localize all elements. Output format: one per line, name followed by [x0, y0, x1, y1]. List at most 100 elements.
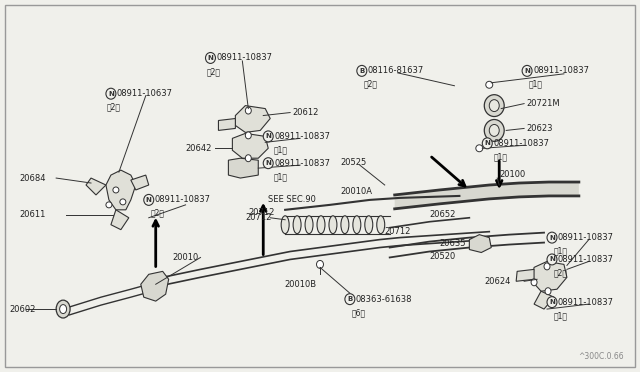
Ellipse shape	[365, 216, 372, 234]
Text: （1）: （1）	[554, 311, 568, 320]
Polygon shape	[111, 210, 129, 230]
Text: （1）: （1）	[529, 80, 543, 89]
Ellipse shape	[106, 88, 116, 99]
Ellipse shape	[353, 216, 361, 234]
Ellipse shape	[263, 131, 273, 142]
Ellipse shape	[544, 263, 550, 270]
Ellipse shape	[377, 216, 385, 234]
Ellipse shape	[484, 95, 504, 116]
Text: N: N	[524, 68, 530, 74]
Text: 08911-10837: 08911-10837	[558, 233, 614, 242]
Polygon shape	[141, 271, 169, 301]
Text: 08911-10837: 08911-10837	[558, 298, 614, 307]
Text: 20611: 20611	[19, 210, 45, 219]
Text: （1）: （1）	[273, 172, 287, 181]
Text: 20652: 20652	[429, 210, 456, 219]
Text: 08911-10837: 08911-10837	[558, 255, 614, 264]
Text: 08911-10837: 08911-10837	[533, 66, 589, 76]
Ellipse shape	[245, 132, 252, 139]
Ellipse shape	[281, 216, 289, 234]
Ellipse shape	[522, 65, 532, 76]
Ellipse shape	[329, 216, 337, 234]
Text: N: N	[549, 299, 555, 305]
Ellipse shape	[484, 119, 504, 141]
Polygon shape	[532, 262, 567, 291]
Text: （1）: （1）	[554, 247, 568, 256]
Polygon shape	[106, 170, 136, 210]
Text: 08911-10837: 08911-10837	[155, 195, 211, 204]
Polygon shape	[228, 158, 259, 178]
Text: 20010B: 20010B	[284, 280, 316, 289]
Text: 20624: 20624	[484, 277, 511, 286]
Text: 08911-10837: 08911-10837	[493, 139, 549, 148]
Ellipse shape	[547, 296, 557, 308]
Ellipse shape	[486, 81, 493, 88]
Text: 20642: 20642	[186, 144, 212, 153]
Text: 08911-10637: 08911-10637	[117, 89, 173, 98]
Text: 20712: 20712	[248, 208, 275, 217]
Text: 20623: 20623	[526, 124, 552, 133]
Text: 08911-10837: 08911-10837	[274, 159, 330, 168]
Text: N: N	[108, 91, 114, 97]
Ellipse shape	[245, 155, 252, 162]
Ellipse shape	[341, 216, 349, 234]
Ellipse shape	[293, 216, 301, 234]
Text: 〨2〩: 〨2〩	[107, 103, 121, 112]
Ellipse shape	[489, 125, 499, 137]
Polygon shape	[395, 182, 579, 209]
Text: 08911-10837: 08911-10837	[216, 54, 273, 62]
Text: 20602: 20602	[10, 305, 36, 314]
Polygon shape	[516, 269, 534, 281]
Text: 20525: 20525	[340, 158, 366, 167]
Ellipse shape	[120, 199, 126, 205]
Text: 20684: 20684	[19, 174, 46, 183]
Text: N: N	[207, 55, 213, 61]
Ellipse shape	[56, 300, 70, 318]
Ellipse shape	[545, 288, 551, 295]
Text: ^300C.0.66: ^300C.0.66	[578, 352, 623, 361]
Text: B: B	[359, 68, 364, 74]
Polygon shape	[236, 106, 270, 132]
Ellipse shape	[263, 158, 273, 169]
Polygon shape	[469, 235, 492, 253]
Ellipse shape	[489, 100, 499, 112]
Text: B: B	[348, 296, 353, 302]
Text: 20612: 20612	[292, 108, 319, 117]
Ellipse shape	[144, 195, 154, 205]
Polygon shape	[86, 178, 106, 195]
Polygon shape	[218, 119, 236, 131]
Ellipse shape	[113, 187, 119, 193]
Text: 20721M: 20721M	[526, 99, 560, 108]
Text: 20010: 20010	[173, 253, 199, 262]
Text: 08116-81637: 08116-81637	[368, 66, 424, 76]
Ellipse shape	[483, 138, 492, 149]
Text: （2）: （2）	[554, 268, 568, 278]
Ellipse shape	[60, 305, 67, 314]
Text: （2）: （2）	[150, 209, 164, 218]
Text: 20712: 20712	[245, 213, 272, 222]
Text: 20712: 20712	[385, 227, 411, 236]
Polygon shape	[232, 134, 268, 158]
Ellipse shape	[357, 65, 367, 76]
Text: N: N	[266, 134, 271, 140]
Text: SEE SEC.90: SEE SEC.90	[268, 195, 316, 204]
Ellipse shape	[345, 294, 355, 305]
Text: N: N	[549, 235, 555, 241]
Text: （1）: （1）	[273, 145, 287, 154]
Polygon shape	[131, 175, 148, 190]
Text: 20635: 20635	[440, 239, 466, 248]
Text: N: N	[146, 197, 152, 203]
Text: 20520: 20520	[429, 252, 456, 261]
Ellipse shape	[476, 145, 483, 152]
Ellipse shape	[547, 254, 557, 265]
Text: 20010A: 20010A	[340, 187, 372, 196]
Text: 08911-10837: 08911-10837	[274, 132, 330, 141]
Text: （2）: （2）	[364, 80, 378, 89]
Text: N: N	[266, 160, 271, 166]
Text: （2）: （2）	[207, 67, 220, 76]
Ellipse shape	[106, 202, 112, 208]
Ellipse shape	[317, 216, 325, 234]
Text: N: N	[484, 140, 490, 146]
Text: N: N	[549, 256, 555, 263]
Text: 20100: 20100	[499, 170, 525, 179]
